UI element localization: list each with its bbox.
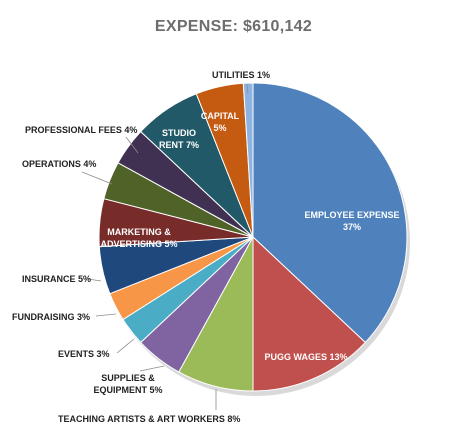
leader-line-fundraising (95, 313, 117, 317)
slice-label-events: EVENTS 3% (58, 349, 110, 359)
slice-label-fundraising: FUNDRAISING 3% (12, 312, 90, 322)
chart-title: EXPENSE: $610,142 (154, 18, 313, 35)
slice-label-supplies-equipment: SUPPLIES & EQUIPMENT 5% (93, 373, 162, 395)
leader-line-utilities (246, 83, 249, 95)
slice-label-pugg-wages: PUGG WAGES 13% (264, 352, 347, 362)
slice-label-marketing-advertising: MARKETING & ADVERTISING 5% (100, 227, 177, 249)
leader-line-supplies-equipment (139, 365, 165, 372)
slice-label-professional-fees: PROFESSIONAL FEES 4% (25, 125, 137, 135)
slice-label-operations: OPERATIONS 4% (22, 159, 96, 169)
pie-slice-pugg-wages (252, 235, 366, 392)
pie-slice-utilities (242, 82, 254, 238)
slice-label-insurance: INSURANCE 5% (22, 274, 91, 284)
leader-line-events (116, 338, 135, 354)
slice-label-studio-rent: STUDIO RENT 7% (159, 128, 199, 150)
leader-line-insurance (87, 278, 102, 282)
pie-slice-employee-expense (252, 82, 408, 344)
leader-line-professional-fees (125, 136, 139, 154)
slice-label-employee-expense: EMPLOYEE EXPENSE 37% (304, 210, 399, 232)
slice-label-capital: CAPITAL 5% (201, 111, 240, 133)
leader-line-operations (81, 171, 113, 185)
slice-label-utilities: UTILITIES 1% (212, 70, 270, 80)
slice-label-teaching-artists-art-workers: TEACHING ARTISTS & ART WORKERS 8% (58, 414, 240, 424)
